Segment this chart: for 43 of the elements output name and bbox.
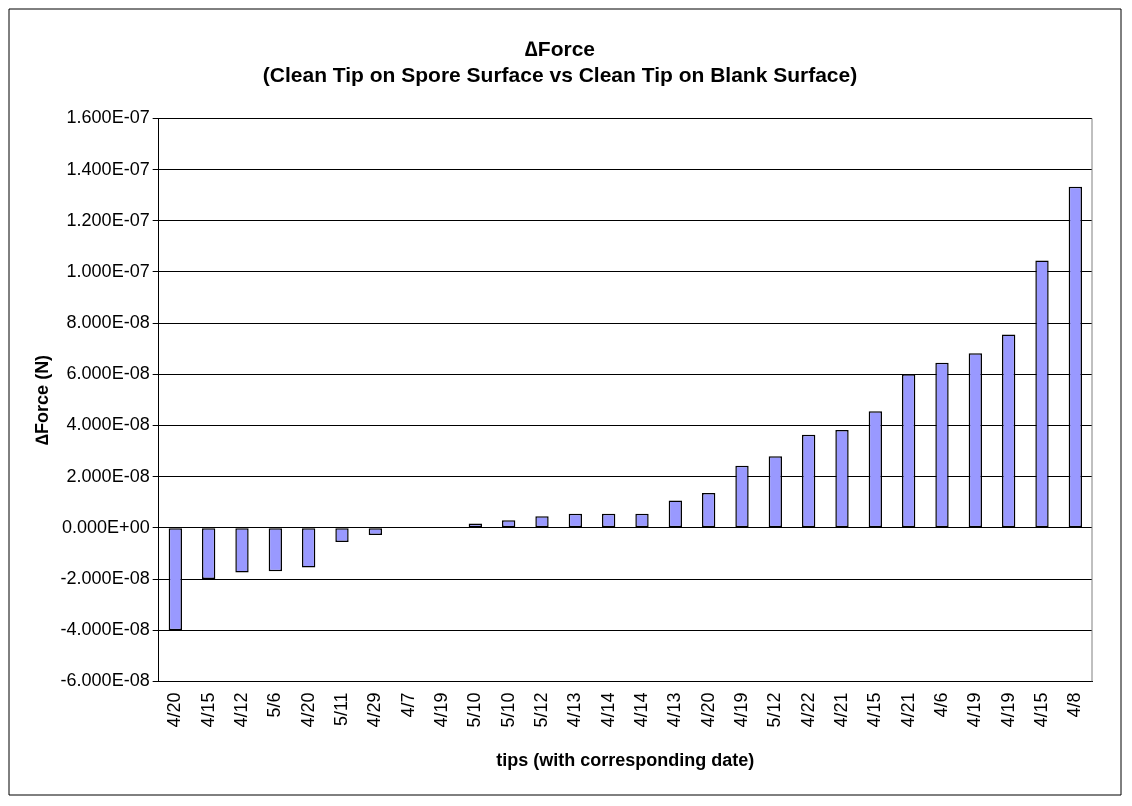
- y-tick-label: 4.000E-08: [66, 414, 150, 435]
- x-tick-label: 4/14: [597, 692, 618, 728]
- x-tick-label: 4/12: [230, 692, 251, 728]
- x-tick-label: 5/12: [764, 692, 785, 728]
- x-tick-label: 4/21: [830, 692, 851, 728]
- y-tick-label: 0.000E+00: [62, 516, 150, 537]
- x-tick-label: 4/20: [697, 692, 718, 728]
- y-tick-label: -6.000E-08: [60, 670, 150, 691]
- x-tick-label: 4/15: [864, 692, 885, 728]
- x-tick-label: 5/10: [497, 692, 518, 728]
- y-axis-title: ∆Force (N): [31, 354, 52, 445]
- y-tick-label: -2.000E-08: [60, 567, 150, 588]
- y-tick-label: -4.000E-08: [60, 619, 150, 640]
- x-tick-label: 4/19: [730, 692, 751, 728]
- x-tick-label: 4/7: [397, 692, 418, 718]
- x-tick-label: 4/8: [1064, 692, 1085, 718]
- x-tick-label: 5/11: [330, 692, 351, 727]
- y-tick-label: 1.600E-07: [66, 107, 150, 128]
- y-tick-label: 1.400E-07: [66, 158, 150, 179]
- chart-title: ∆Force (Clean Tip on Spore Surface vs Clean Tip on Blank Surface): [262, 37, 858, 86]
- x-tick-label: 4/19: [997, 692, 1018, 728]
- x-tick-label: 5/10: [464, 692, 485, 728]
- x-tick-label: 4/15: [1030, 692, 1051, 728]
- x-tick-label: 4/20: [164, 692, 185, 728]
- x-tick-label: 4/14: [630, 692, 651, 728]
- x-tick-label: 4/13: [664, 692, 685, 728]
- y-tick-label: 2.000E-08: [66, 465, 150, 486]
- x-tick-label: 4/6: [930, 692, 951, 718]
- x-tick-label: 4/20: [297, 692, 318, 728]
- x-tick-label: 5/12: [530, 692, 551, 728]
- y-tick-label: 8.000E-08: [66, 312, 150, 333]
- y-tick-label: 1.200E-07: [66, 209, 150, 230]
- x-tick-label: 4/29: [364, 692, 385, 728]
- y-tick-label: 1.000E-07: [66, 260, 150, 281]
- x-axis-title: tips (with corresponding date): [496, 750, 755, 771]
- x-tick-label: 4/15: [197, 692, 218, 728]
- x-tick-label: 5/6: [264, 692, 285, 718]
- x-tick-label: 4/21: [897, 692, 918, 728]
- x-tick-label: 4/13: [564, 692, 585, 728]
- y-tick-label: 6.000E-08: [66, 363, 150, 384]
- x-tick-label: 4/19: [964, 692, 985, 728]
- x-tick-label: 4/19: [430, 692, 451, 728]
- x-tick-label: 4/22: [797, 692, 818, 728]
